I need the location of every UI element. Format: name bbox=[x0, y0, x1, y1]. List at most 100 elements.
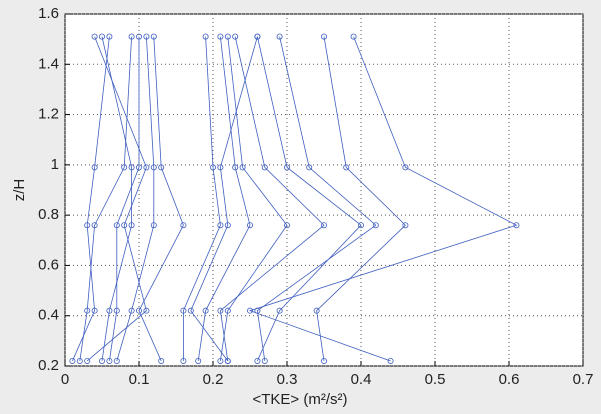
data-point bbox=[91, 222, 98, 229]
data-point bbox=[128, 222, 135, 229]
data-point bbox=[246, 307, 253, 314]
data-point bbox=[232, 33, 239, 40]
data-point bbox=[150, 164, 157, 171]
data-point bbox=[69, 357, 76, 364]
data-point bbox=[106, 357, 113, 364]
profile-line bbox=[316, 36, 406, 362]
data-point bbox=[113, 307, 120, 314]
data-point bbox=[254, 307, 261, 314]
data-point bbox=[232, 164, 239, 171]
data-point bbox=[180, 307, 187, 314]
data-point bbox=[276, 33, 283, 40]
data-point bbox=[217, 222, 224, 229]
data-point bbox=[158, 357, 165, 364]
data-point bbox=[143, 307, 150, 314]
data-point bbox=[217, 33, 224, 40]
x-tick-label: 0.1 bbox=[129, 371, 150, 388]
x-tick-label: 0.6 bbox=[499, 371, 520, 388]
data-point bbox=[224, 357, 231, 364]
data-point bbox=[187, 307, 194, 314]
data-point bbox=[84, 222, 91, 229]
data-point bbox=[343, 164, 350, 171]
data-point bbox=[217, 357, 224, 364]
data-point bbox=[202, 33, 209, 40]
data-point bbox=[402, 164, 409, 171]
data-point bbox=[99, 357, 106, 364]
y-tick-label: 1.2 bbox=[38, 106, 59, 123]
data-point bbox=[217, 307, 224, 314]
x-tick-label: 0.3 bbox=[277, 371, 298, 388]
data-point bbox=[113, 222, 120, 229]
data-point bbox=[372, 222, 379, 229]
data-point bbox=[246, 222, 253, 229]
data-point bbox=[121, 222, 128, 229]
data-point bbox=[209, 164, 216, 171]
y-tick-label: 0.2 bbox=[38, 357, 59, 374]
data-point bbox=[320, 33, 327, 40]
data-point bbox=[320, 357, 327, 364]
data-point bbox=[224, 222, 231, 229]
profile-line bbox=[101, 36, 133, 362]
data-point bbox=[261, 164, 268, 171]
data-point bbox=[91, 33, 98, 40]
data-point bbox=[135, 307, 142, 314]
profile-line bbox=[220, 36, 288, 362]
data-point bbox=[513, 222, 520, 229]
data-point bbox=[128, 164, 135, 171]
y-tick-label: 0.4 bbox=[38, 307, 59, 324]
x-axis-label: <TKE> (m²/s²) bbox=[252, 391, 347, 408]
data-point bbox=[106, 33, 113, 40]
x-tick-label: 0.2 bbox=[203, 371, 224, 388]
profile-line bbox=[72, 36, 110, 362]
data-point bbox=[158, 164, 165, 171]
x-tick-label: 0.7 bbox=[573, 371, 594, 388]
data-point bbox=[387, 357, 394, 364]
data-point bbox=[91, 307, 98, 314]
profile-line bbox=[109, 36, 140, 362]
data-point bbox=[106, 307, 113, 314]
data-point bbox=[128, 33, 135, 40]
data-point bbox=[143, 33, 150, 40]
data-point bbox=[76, 357, 83, 364]
data-point bbox=[224, 307, 231, 314]
data-point bbox=[84, 357, 91, 364]
data-point bbox=[113, 357, 120, 364]
data-point bbox=[217, 164, 224, 171]
data-point bbox=[99, 33, 106, 40]
data-point bbox=[320, 222, 327, 229]
data-point bbox=[135, 164, 142, 171]
data-point bbox=[150, 33, 157, 40]
data-point bbox=[180, 357, 187, 364]
data-point bbox=[261, 357, 268, 364]
profile-line bbox=[248, 36, 518, 362]
y-tick-label: 0.6 bbox=[38, 256, 59, 273]
data-point bbox=[254, 33, 261, 40]
profile-line bbox=[138, 36, 184, 362]
data-point bbox=[195, 357, 202, 364]
data-point bbox=[128, 307, 135, 314]
data-point bbox=[283, 222, 290, 229]
data-point bbox=[283, 164, 290, 171]
data-point bbox=[402, 222, 409, 229]
profile-line bbox=[182, 36, 221, 361]
data-point bbox=[313, 307, 320, 314]
data-point bbox=[150, 222, 157, 229]
x-tick-label: 0 bbox=[61, 371, 69, 388]
profile-line bbox=[86, 36, 147, 362]
data-point bbox=[254, 357, 261, 364]
y-tick-label: 0.8 bbox=[38, 206, 59, 223]
y-axis-label: z/H bbox=[11, 179, 28, 202]
profile-line bbox=[256, 36, 377, 362]
data-point bbox=[350, 33, 357, 40]
plot-area bbox=[64, 13, 584, 367]
x-tick-label: 0.5 bbox=[425, 371, 446, 388]
data-point bbox=[224, 33, 231, 40]
data-point bbox=[276, 307, 283, 314]
data-point bbox=[239, 164, 246, 171]
data-point bbox=[180, 222, 187, 229]
data-point bbox=[121, 164, 128, 171]
profile-line bbox=[257, 36, 362, 362]
data-point bbox=[143, 164, 150, 171]
